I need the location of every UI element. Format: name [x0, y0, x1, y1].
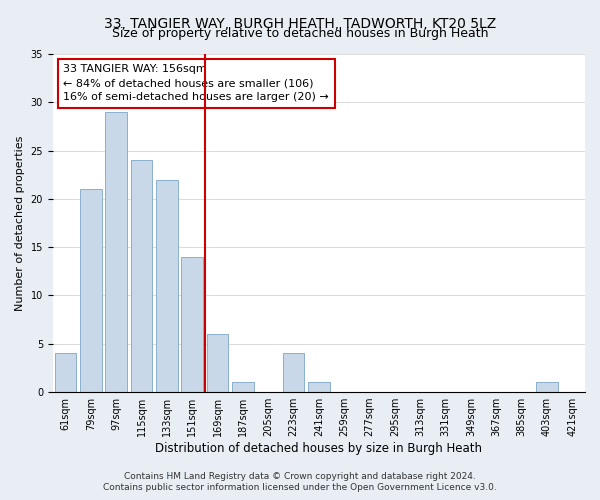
Bar	[232, 382, 254, 392]
Bar	[55, 354, 76, 392]
Text: 33, TANGIER WAY, BURGH HEATH, TADWORTH, KT20 5LZ: 33, TANGIER WAY, BURGH HEATH, TADWORTH, …	[104, 18, 496, 32]
Bar	[106, 112, 127, 392]
Bar	[308, 382, 329, 392]
Bar	[156, 180, 178, 392]
Bar	[536, 382, 558, 392]
Text: Size of property relative to detached houses in Burgh Heath: Size of property relative to detached ho…	[112, 28, 488, 40]
Bar	[283, 354, 304, 392]
Bar	[80, 189, 101, 392]
Y-axis label: Number of detached properties: Number of detached properties	[15, 136, 25, 310]
Text: 33 TANGIER WAY: 156sqm
← 84% of detached houses are smaller (106)
16% of semi-de: 33 TANGIER WAY: 156sqm ← 84% of detached…	[64, 64, 329, 102]
Bar	[207, 334, 228, 392]
X-axis label: Distribution of detached houses by size in Burgh Heath: Distribution of detached houses by size …	[155, 442, 482, 455]
Bar	[131, 160, 152, 392]
Text: Contains HM Land Registry data © Crown copyright and database right 2024.
Contai: Contains HM Land Registry data © Crown c…	[103, 472, 497, 492]
Bar	[181, 257, 203, 392]
